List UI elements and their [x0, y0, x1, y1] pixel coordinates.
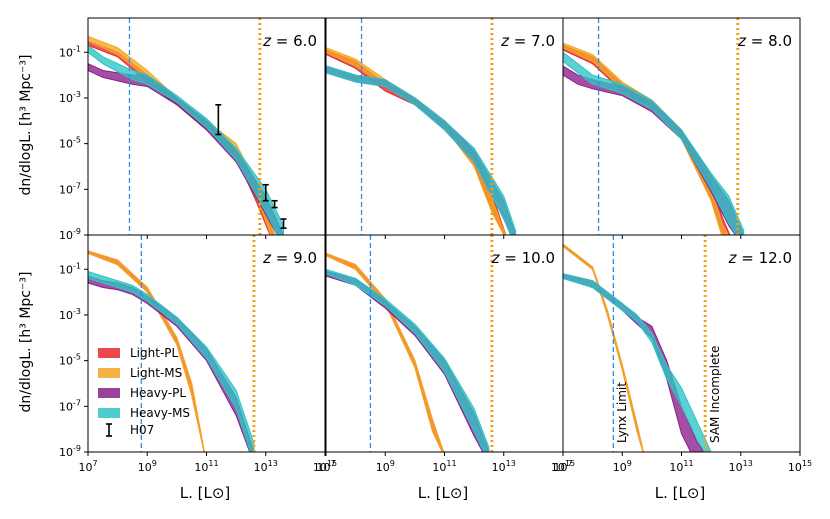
x-axis-label: L. [L⊙] — [418, 484, 469, 502]
x-tick-label: 1013 — [254, 459, 278, 474]
band-heavy-ms — [326, 65, 517, 235]
panel-redshift-label: z = 6.0 — [262, 32, 317, 50]
legend-swatch-light-ms — [98, 368, 120, 378]
x-tick-label: 107 — [316, 459, 335, 474]
band-heavy-ms — [88, 44, 284, 235]
panel-redshift-label: z = 12.0 — [728, 249, 792, 267]
plot-area — [563, 18, 745, 235]
sam-incomplete-annotation: SAM Incomplete — [708, 346, 722, 443]
legend-errorbar-icon — [106, 423, 112, 437]
band-heavy-pl — [88, 63, 284, 235]
plot-area — [88, 18, 287, 235]
h07-errorbar — [271, 199, 278, 209]
band-heavy-pl — [326, 270, 490, 452]
band-light-ms — [563, 42, 729, 235]
y-tick-label: 10-9 — [59, 444, 81, 459]
y-tick-label: 10-3 — [59, 90, 81, 105]
panel-z-12.0: 107 109 1011 1013 1015 z = 12.0 — [553, 234, 812, 474]
legend-swatch-heavy-ms — [98, 408, 120, 418]
x-tick-label: 107 — [78, 459, 97, 474]
panel-redshift-label: z = 10.0 — [491, 249, 555, 267]
panel-z-7.0: z = 7.0 — [325, 17, 564, 239]
legend-label-h07: H07 — [130, 423, 154, 437]
x-tick-label: 109 — [613, 459, 632, 474]
legend-label-heavy-ms: Heavy-MS — [130, 406, 190, 420]
band-light-ms — [326, 252, 445, 452]
band-light-pl — [88, 40, 276, 235]
band-heavy-ms — [563, 51, 745, 235]
legend-label-light-ms: Light-MS — [130, 366, 182, 380]
y-tick-label: 10-1 — [59, 44, 81, 59]
x-tick-label: 1011 — [194, 459, 218, 474]
plot-area — [563, 235, 712, 452]
legend: Light-PL Light-MS Heavy-PL Heavy-MS H07 — [98, 346, 190, 437]
x-tick-label: 1011 — [669, 459, 693, 474]
band-heavy-ms — [326, 268, 490, 452]
h07-errorbar — [215, 104, 222, 136]
y-axis-label: dn/dlogL. [h³ Mpc⁻³] — [18, 55, 34, 196]
y-tick-label: 10-9 — [59, 227, 81, 242]
panel-redshift-label: z = 8.0 — [737, 32, 792, 50]
band-light-ms — [563, 243, 644, 452]
legend-swatch-light-pl — [98, 348, 120, 358]
x-axis-label: L. [L⊙] — [180, 484, 231, 502]
band-light-pl — [326, 252, 445, 452]
x-tick-label: 1013 — [729, 459, 753, 474]
panel-z-8.0: z = 8.0 — [562, 17, 801, 239]
band-heavy-ms — [88, 270, 255, 452]
band-heavy-ms — [563, 273, 712, 452]
band-light-ms — [88, 250, 205, 452]
x-axis-label: L. [L⊙] — [655, 484, 706, 502]
plot-area — [326, 235, 494, 452]
plot-area — [88, 235, 256, 452]
y-tick-label: 10-7 — [59, 181, 81, 196]
panel-z-6.0: 10-9 10-7 10-5 10-3 10-1 z = 6.0 — [59, 17, 326, 242]
panel-redshift-label: z = 9.0 — [262, 249, 317, 267]
legend-swatch-heavy-pl — [98, 388, 120, 398]
y-tick-label: 10-3 — [59, 307, 81, 322]
x-tick-label: 109 — [138, 459, 157, 474]
y-tick-label: 10-7 — [59, 398, 81, 413]
x-tick-label: 1011 — [432, 459, 456, 474]
x-tick-label: 1013 — [492, 459, 516, 474]
lynx-limit-annotation: Lynx Limit — [615, 382, 629, 443]
band-heavy-pl — [563, 273, 705, 452]
legend-label-heavy-pl: Heavy-PL — [130, 386, 186, 400]
x-tick-label: 107 — [553, 459, 572, 474]
panel-redshift-label: z = 7.0 — [500, 32, 555, 50]
y-tick-label: 10-5 — [59, 353, 81, 368]
x-tick-label: 109 — [376, 459, 395, 474]
panel-frame — [325, 234, 564, 453]
band-heavy-pl — [326, 65, 517, 235]
x-tick-label: 1015 — [788, 459, 812, 474]
h07-errorbar — [262, 183, 269, 202]
y-tick-label: 10-5 — [59, 136, 81, 151]
y-tick-label: 10-1 — [59, 261, 81, 276]
y-axis-label: dn/dlogL. [h³ Mpc⁻³] — [18, 272, 34, 413]
legend-label-light-pl: Light-PL — [130, 346, 179, 360]
h07-errorbar — [280, 218, 287, 229]
plot-area — [326, 18, 517, 235]
